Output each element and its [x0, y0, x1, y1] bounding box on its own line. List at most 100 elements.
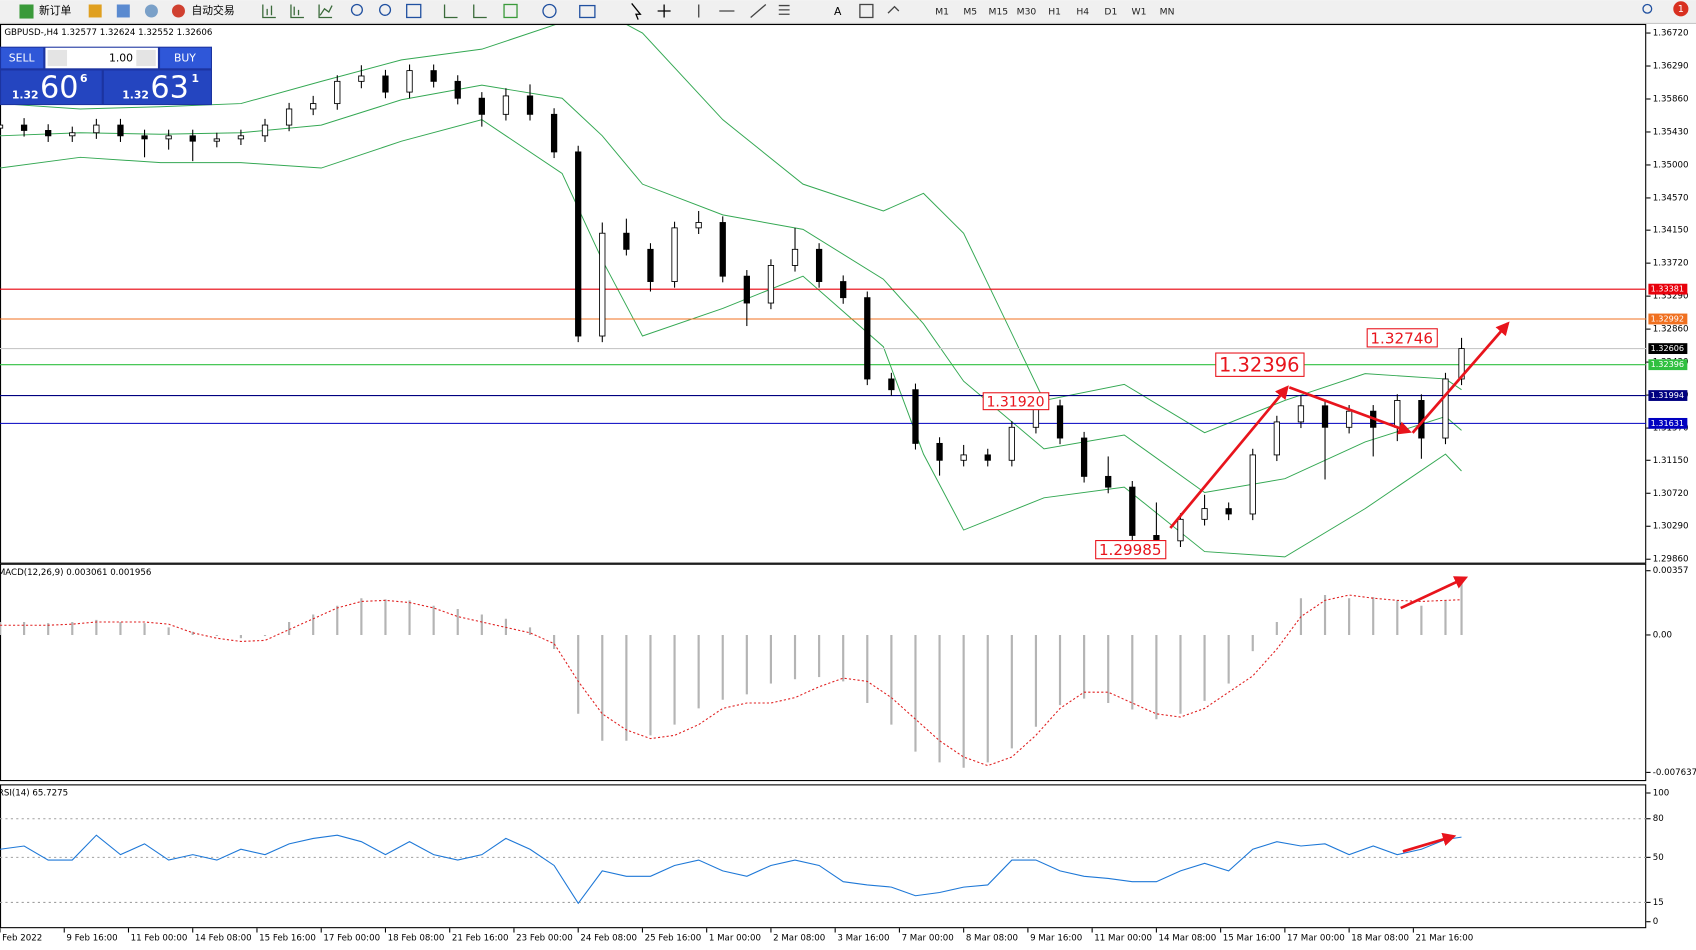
zoom-out-icon[interactable] — [379, 3, 392, 16]
y-tick-label: 1.30290 — [1653, 522, 1689, 532]
annotation-arrows — [1169, 321, 1510, 853]
x-tick-label: 11 Mar 00:00 — [1094, 933, 1152, 943]
bid-prefix: 1.32 — [12, 88, 39, 101]
x-tick-label: 1 Mar 00:00 — [709, 933, 761, 943]
line-chart-icon[interactable] — [318, 4, 333, 19]
price-line-label: 1.32396 — [1651, 359, 1685, 369]
timeframe-button[interactable]: M5 — [963, 7, 977, 18]
tile-icon[interactable] — [406, 3, 422, 19]
new-order-button[interactable]: 新订单 — [39, 3, 72, 17]
x-tick-label: 18 Feb 08:00 — [388, 933, 445, 943]
price-line-label: 1.31631 — [1651, 418, 1685, 428]
y-tick-label: 1.36720 — [1653, 29, 1689, 39]
candle-body — [1273, 421, 1280, 456]
volume-down[interactable] — [47, 49, 68, 67]
ask-box[interactable] — [103, 70, 211, 104]
zoom-in-icon[interactable] — [350, 3, 363, 16]
y-tick-label: 15 — [1653, 898, 1664, 908]
y-tick-label: 80 — [1653, 814, 1664, 824]
y-tick-label: 1.34570 — [1653, 193, 1689, 203]
bar-chart-icon[interactable] — [262, 4, 276, 19]
ask-prefix: 1.32 — [122, 88, 149, 101]
volume-up[interactable] — [136, 49, 156, 67]
candle-body — [1177, 518, 1184, 542]
plot-area — [0, 818, 1647, 905]
candle-body — [310, 103, 317, 110]
price-line-box — [1648, 283, 1688, 295]
candle-body — [382, 75, 389, 93]
cursor-icon[interactable] — [631, 3, 642, 20]
price-annotation: 1.31920 — [986, 394, 1044, 410]
trade-panel: SELL 1.00 BUY 1.32 60 6 1.32 63 1 — [0, 46, 212, 105]
y-tick-label: 0 — [1653, 917, 1659, 927]
bid-pips: 60 — [40, 70, 79, 105]
sell-button[interactable] — [1, 47, 44, 69]
rsi-pane — [0, 784, 1647, 929]
x-tick-label: 7 Mar 00:00 — [902, 933, 954, 943]
y-tick-label: 1.33290 — [1653, 292, 1689, 302]
pane-title: GBPUSD-,H4 1.32577 1.32624 1.32552 1.326… — [4, 28, 212, 38]
price-line-box — [1648, 359, 1688, 371]
arrow-icon[interactable] — [887, 5, 900, 14]
candle-body — [213, 138, 220, 142]
timeframe-button[interactable]: MN — [1160, 7, 1175, 18]
timeframe-button[interactable]: H1 — [1048, 7, 1061, 18]
candle-body — [719, 222, 726, 277]
macd-pane — [0, 563, 1647, 782]
x-tick-label: 15 Feb 16:00 — [259, 933, 316, 943]
y-tick-label: 1.35000 — [1653, 160, 1689, 170]
candle-body — [1056, 405, 1064, 439]
candle-body — [840, 281, 847, 299]
x-tick-label: 2 Mar 08:00 — [773, 933, 825, 943]
buy-button[interactable] — [160, 47, 211, 69]
volume-box[interactable] — [45, 47, 158, 69]
text-tool[interactable]: A — [834, 5, 842, 18]
x-tick-label: 14 Feb 08:00 — [195, 933, 252, 943]
arrow — [1288, 386, 1412, 435]
tool-icon[interactable] — [144, 4, 158, 18]
new-order-icon[interactable] — [19, 4, 34, 19]
scroll-icon[interactable] — [443, 4, 487, 19]
bid-box[interactable] — [1, 70, 102, 104]
candle-body — [20, 124, 28, 131]
indicators-icon[interactable] — [503, 3, 518, 19]
templates-icon[interactable] — [579, 4, 596, 19]
periods-icon[interactable] — [542, 3, 557, 19]
timeframe-button[interactable]: M30 — [1017, 7, 1037, 18]
x-tick-label: 17 Mar 00:00 — [1287, 933, 1345, 943]
y-tick-label: 1.36290 — [1653, 62, 1689, 72]
timeframe-button[interactable]: H4 — [1076, 7, 1089, 18]
label-icon[interactable] — [859, 3, 874, 19]
volume-value[interactable]: 1.00 — [109, 52, 133, 65]
crosshair-icon[interactable] — [657, 4, 671, 18]
tool-icon[interactable] — [88, 4, 102, 18]
buy-label[interactable]: BUY — [174, 52, 196, 65]
y-tick-label: 1.35430 — [1653, 127, 1689, 137]
band-middle — [0, 84, 1462, 494]
x-tick-label: 25 Feb 16:00 — [645, 933, 702, 943]
search-icon[interactable] — [1642, 3, 1653, 14]
tool-icon[interactable] — [116, 4, 130, 18]
sell-label[interactable]: SELL — [9, 52, 35, 65]
timeframe-button[interactable]: M15 — [989, 7, 1009, 18]
price-line-label: 1.32992 — [1651, 313, 1685, 323]
price-line-box — [1648, 343, 1688, 355]
candle-body — [502, 95, 510, 115]
candle-chart-icon[interactable] — [290, 4, 304, 19]
auto-trading-icon[interactable] — [171, 4, 185, 18]
auto-trading-button[interactable]: 自动交易 — [191, 3, 234, 17]
notification-badge[interactable] — [1673, 1, 1689, 17]
object-icons[interactable] — [698, 3, 790, 18]
timeframe-button[interactable]: D1 — [1104, 7, 1117, 18]
x-tick-label: 23 Feb 00:00 — [516, 933, 573, 943]
timeframe-button[interactable]: M1 — [935, 7, 949, 18]
timeframe-button[interactable]: W1 — [1131, 7, 1146, 18]
candle-body — [237, 135, 245, 140]
rsi-line — [0, 834, 1462, 905]
x-tick-label: 18 Mar 08:00 — [1351, 933, 1409, 943]
candle-body — [623, 232, 630, 250]
chart-tools — [262, 3, 1653, 20]
price-annotation: 1.29985 — [1099, 541, 1162, 559]
price-line-label: 1.32606 — [1651, 343, 1685, 353]
